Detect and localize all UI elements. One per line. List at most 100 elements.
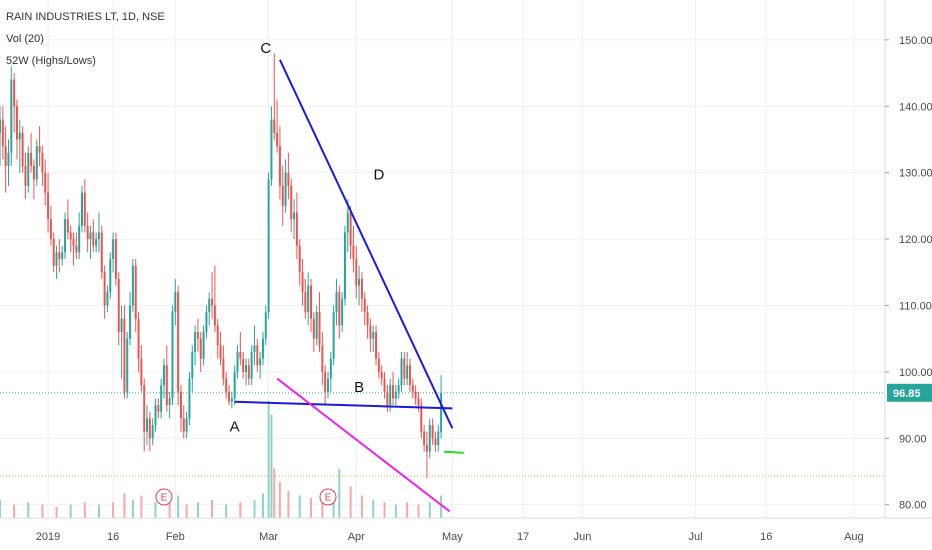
x-tick-label: 2019 [36,531,60,543]
candle-body [137,318,140,359]
candle-body [423,431,426,445]
candle-body [431,425,434,439]
candle-body [44,172,47,193]
volume-bar [287,491,290,518]
candle-body [75,245,78,253]
volume-bar [185,504,188,518]
candle-body [233,371,236,399]
candle-body [392,385,395,399]
volume-bar [13,504,16,518]
volume-bar [41,504,44,518]
candle-body [179,391,182,419]
candle-body [171,312,174,399]
candle-body [174,292,177,313]
candle-body [250,351,253,379]
candle-body [205,312,208,333]
candle-body [372,332,375,339]
volume-bar [349,486,352,518]
candle-body [134,265,137,319]
candle-body [143,385,146,432]
candle-body [383,378,386,392]
candle-body [428,425,431,452]
volume-bar [267,401,270,518]
candle-body [414,391,417,399]
candle-body [112,239,115,259]
candle-body [239,351,242,359]
candle-body [270,119,273,180]
candle-body [123,318,126,392]
candle-body [256,345,259,366]
candle-body [326,378,329,392]
candle-body [188,378,191,419]
volume-bar [69,504,72,518]
candle-body [284,172,287,206]
candle-body [242,358,245,372]
candle-body [83,192,86,226]
volume-bar [406,502,409,518]
candle-body [211,298,214,306]
volume-bar [440,495,443,518]
candle-body [41,152,44,173]
price-tag [887,383,932,402]
volume-bar [270,414,273,518]
candle-body [106,292,109,306]
candle-body [165,365,168,406]
candle-body [69,232,72,240]
candle-body [278,146,281,186]
volume-bar [211,500,214,518]
candle-body [151,425,154,439]
candle-body [10,79,13,153]
x-tick-label: Apr [348,531,365,543]
candle-body [80,192,83,226]
volume-bar [131,500,134,518]
candle-body [191,351,194,379]
volume-bar [428,502,431,518]
y-tick-label: 80.00 [899,500,927,512]
candle-body [120,318,123,333]
candle-body [222,358,225,379]
candle-body [24,166,27,186]
candle-body [146,418,149,432]
candle-body [86,225,89,240]
annotation-c: C [260,40,271,57]
candle-body [261,338,264,359]
volume-bar [261,493,264,518]
candle-body [358,278,361,286]
vol-line: Vol (20) [6,33,44,45]
candle-body [332,312,335,359]
candle-body [47,192,50,220]
candle-body [366,312,369,326]
candle-body [126,338,129,392]
candle-body [349,212,352,246]
candle-body [276,132,279,147]
candle-body [7,152,10,167]
x-tick-label: 16 [760,531,772,543]
volume-bar [168,500,171,518]
x-tick-label: 17 [517,531,529,543]
volume-bar [177,495,180,518]
volume-bars [0,401,443,518]
candle-body [0,119,1,133]
candle-body [196,332,199,339]
candle-body [154,405,157,426]
candle-body [117,278,120,333]
candle-body [78,225,81,253]
volume-bar [310,497,313,518]
y-tick-label: 130.00 [899,168,932,180]
x-tick-label: Jun [574,531,592,543]
hl-line: 52W (Highs/Lows) [6,55,96,67]
candle-body [230,398,233,402]
candle-body [244,365,247,372]
volume-bar [273,468,276,518]
candle-body [21,132,24,167]
candle-body [225,378,228,392]
candles [0,53,443,479]
candle-body [377,358,380,372]
candle-body [295,212,298,246]
candle-body [18,132,21,140]
candle-body [375,332,378,359]
volume-bar [298,495,301,518]
candle-body [346,212,349,233]
